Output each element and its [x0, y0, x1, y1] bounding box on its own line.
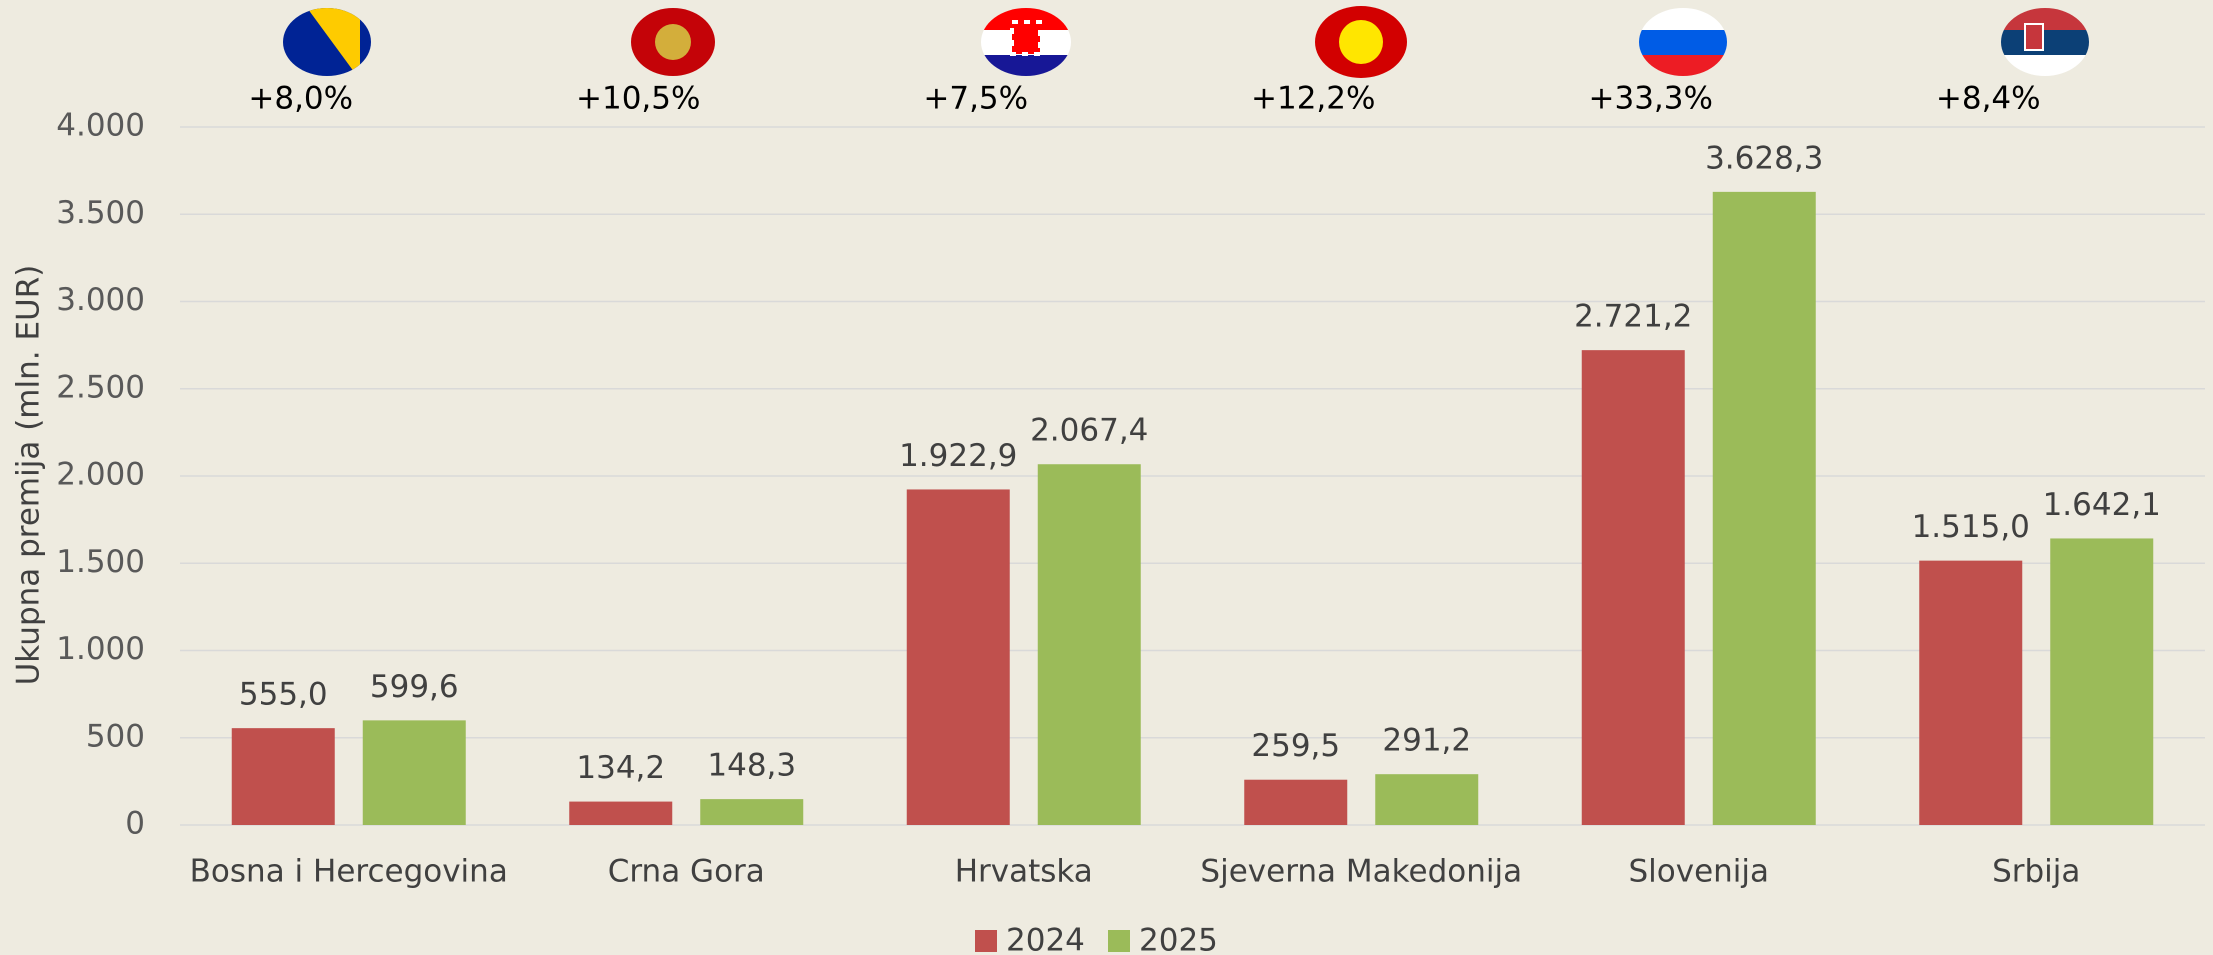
bar [1244, 779, 1348, 825]
x-tick-label: Sjeverna Makedonija [1200, 854, 1522, 890]
x-tick-label: Bosna i Hercegovina [190, 854, 508, 890]
data-label: 2.067,4 [1030, 413, 1148, 449]
y-tick-label: 2.000 [56, 457, 145, 493]
bar [2050, 538, 2154, 825]
bar [1375, 774, 1479, 825]
legend-swatch [1108, 930, 1130, 952]
flag [631, 8, 715, 76]
bar [569, 801, 673, 825]
data-label: 3.628,3 [1705, 140, 1823, 176]
flag [981, 8, 1071, 76]
data-label: 599,6 [370, 669, 459, 705]
y-tick-label: 0 [125, 806, 145, 842]
y-tick-label: 1.000 [56, 631, 145, 667]
annotation: +8,4% [1936, 81, 2041, 117]
legend-label: 2025 [1139, 923, 1218, 955]
annotation: +12,2% [1251, 81, 1375, 117]
y-tick-label: 4.000 [56, 108, 145, 144]
y-tick-label: 1.500 [56, 544, 145, 580]
y-tick-label: 2.500 [56, 369, 145, 405]
data-label: 1.515,0 [1912, 509, 2030, 545]
bar [1712, 191, 1816, 826]
data-label: 555,0 [239, 677, 328, 713]
bar [362, 720, 466, 825]
annotation: +8,0% [248, 81, 353, 117]
bar [700, 799, 804, 825]
bar [231, 728, 335, 825]
legend-swatch [975, 930, 997, 952]
x-tick-label: Slovenija [1628, 854, 1769, 890]
bar [1581, 350, 1685, 825]
flag [2001, 8, 2089, 76]
data-label: 134,2 [576, 750, 665, 786]
data-label: 1.922,9 [899, 438, 1017, 474]
data-label: 2.721,2 [1574, 299, 1692, 335]
bar [906, 489, 1010, 825]
flag [283, 8, 371, 76]
bar [1037, 464, 1141, 825]
flag [1315, 6, 1407, 78]
flag [1639, 8, 1727, 76]
data-label: 148,3 [707, 748, 796, 784]
x-tick-label: Srbija [1992, 854, 2080, 890]
annotation: +7,5% [923, 81, 1028, 117]
annotation: +33,3% [1589, 81, 1713, 117]
y-tick-label: 3.000 [56, 282, 145, 318]
data-label: 259,5 [1251, 728, 1340, 764]
annotation: +10,5% [576, 81, 700, 117]
legend-label: 2024 [1006, 923, 1085, 955]
y-tick-label: 500 [86, 718, 145, 754]
y-axis-label: Ukupna premija (mln. EUR) [11, 265, 47, 686]
x-tick-label: Crna Gora [608, 854, 765, 890]
data-label: 1.642,1 [2043, 487, 2161, 523]
y-tick-label: 3.500 [56, 195, 145, 231]
data-label: 291,2 [1382, 723, 1471, 759]
x-tick-label: Hrvatska [955, 854, 1093, 890]
bar [1919, 560, 2023, 825]
